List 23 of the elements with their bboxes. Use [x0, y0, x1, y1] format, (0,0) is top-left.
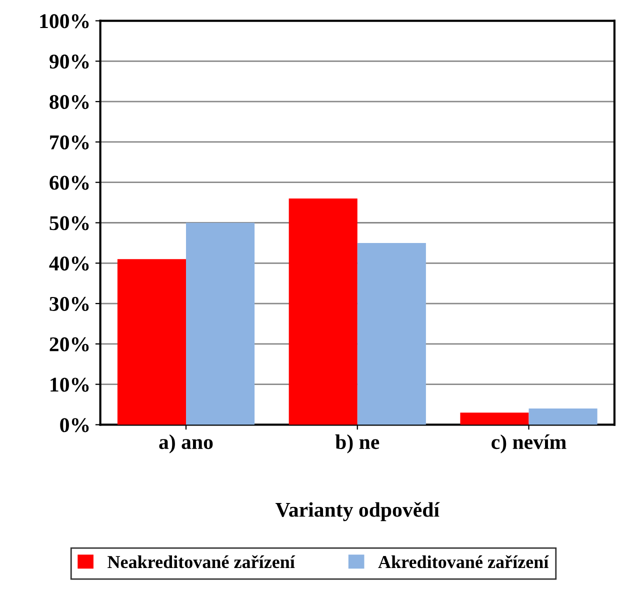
bar	[460, 412, 529, 425]
y-tick-label: 50%	[50, 216, 89, 230]
bar	[186, 222, 255, 425]
legend-label: Akreditované zařízení	[378, 555, 549, 568]
y-tick-label: 100%	[40, 14, 89, 28]
bar	[357, 242, 426, 425]
y-tick-label: 30%	[50, 296, 89, 312]
y-tick-label: 80%	[50, 94, 89, 110]
y-tick-label: 90%	[50, 54, 89, 69]
bar	[288, 198, 358, 425]
y-tick-label: 40%	[49, 256, 89, 271]
x-tick-label: b) ne	[335, 434, 380, 454]
x-axis-title: Varianty odpovědí	[276, 502, 440, 522]
legend-label: Neakreditované zařízení	[108, 555, 296, 568]
x-tick-label: a) ano	[159, 434, 213, 454]
y-tick-label: 60%	[50, 176, 89, 190]
x-tick-label: c) nevím	[492, 434, 566, 454]
bar	[528, 408, 598, 425]
y-tick-label: 10%	[50, 378, 89, 392]
y-tick-label: 70%	[50, 135, 89, 150]
y-tick-label: 20%	[50, 337, 89, 352]
y-tick-label: 0%	[60, 418, 89, 432]
bar	[117, 259, 186, 425]
